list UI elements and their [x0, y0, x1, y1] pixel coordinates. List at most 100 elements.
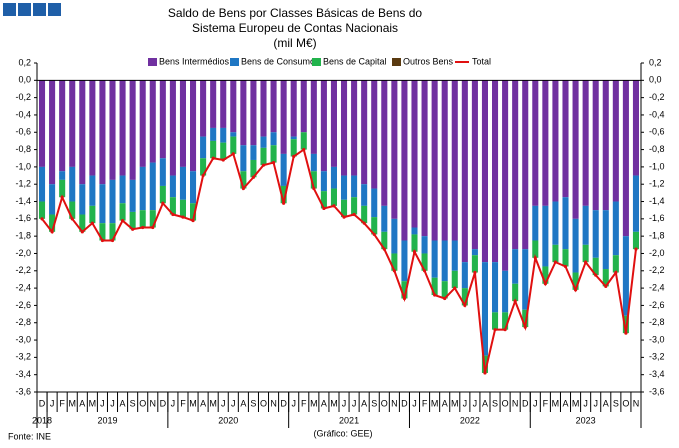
x-tick-label: J — [291, 398, 296, 408]
bar-segment — [210, 80, 217, 128]
x-tick-label: D — [401, 398, 408, 408]
bar-segment — [79, 214, 86, 232]
bar-segment — [431, 80, 438, 241]
bar-segment — [169, 80, 176, 176]
total-point — [412, 250, 417, 254]
bar-segment — [572, 218, 579, 273]
bar-segment — [471, 249, 478, 256]
bar-segment — [200, 158, 207, 176]
x-tick-label: M — [552, 398, 560, 408]
bar-segment — [351, 197, 358, 215]
bar-segment — [89, 205, 96, 224]
bar-segment — [502, 270, 509, 313]
total-point — [443, 296, 447, 301]
bar-segment — [139, 166, 146, 211]
bar-segment — [270, 80, 277, 133]
bar-segment — [411, 227, 418, 235]
total-point — [372, 232, 376, 237]
logo-square — [3, 3, 16, 16]
bar-segment — [69, 201, 76, 219]
bar-segment — [39, 166, 46, 202]
bar-segment — [79, 184, 86, 215]
total-point — [40, 217, 44, 221]
bar-segment — [210, 127, 217, 141]
x-tick-label: A — [200, 398, 206, 408]
total-point — [332, 204, 336, 208]
x-tick-label: A — [482, 398, 488, 408]
bar-segment — [250, 145, 257, 160]
total-point — [584, 260, 588, 264]
bar-segment — [129, 211, 136, 230]
total-point — [382, 247, 386, 251]
bar-segment — [69, 80, 76, 167]
bar-segment — [461, 80, 468, 263]
unit-label: (mil M€) — [273, 36, 316, 50]
bar-segment — [492, 262, 499, 313]
x-tick-label: J — [110, 398, 115, 408]
bar-segment — [622, 80, 629, 237]
bar-segment — [441, 240, 448, 282]
x-tick-label: M — [330, 398, 338, 408]
bar-segment — [632, 175, 639, 232]
total-point — [433, 293, 437, 297]
y-tick-label: -1,6 — [15, 213, 31, 223]
bar-segment — [361, 205, 368, 224]
bar-segment — [431, 240, 438, 278]
y2-tick-label: -1,0 — [649, 161, 665, 171]
logo-square — [18, 3, 31, 16]
total-point — [453, 286, 457, 290]
y2-tick-label: -3,0 — [649, 334, 665, 344]
bar-segment — [451, 80, 458, 241]
total-point — [70, 217, 74, 221]
bar-segment — [320, 191, 327, 209]
x-year-label: 2022 — [460, 415, 480, 425]
bar-segment — [109, 179, 116, 224]
total-point — [261, 163, 266, 167]
bar-segment — [572, 272, 579, 290]
legend-label: Bens de Consumo — [241, 56, 315, 66]
bar-segment — [109, 80, 116, 180]
bar-segment — [240, 171, 247, 189]
source: Fonte: INE — [8, 431, 51, 441]
bar-segment — [159, 158, 166, 186]
total-point — [624, 331, 628, 335]
x-tick-label: M — [189, 398, 197, 408]
x-tick-label: N — [150, 398, 157, 408]
bar-segment — [602, 80, 609, 211]
total-point — [563, 264, 568, 269]
y-tick-label: -0,2 — [15, 92, 31, 102]
y2-tick-label: -1,6 — [649, 213, 665, 223]
bar-segment — [471, 255, 478, 273]
bar-segment — [49, 184, 56, 215]
bar-segment — [39, 201, 46, 219]
total-point — [533, 256, 537, 260]
y-tick-label: 0,0 — [18, 75, 31, 85]
bar-segment — [169, 197, 176, 215]
total-point — [392, 269, 396, 273]
total-point — [171, 212, 175, 217]
x-tick-label: J — [50, 398, 55, 408]
y-tick-label: -3,2 — [15, 352, 31, 362]
total-point — [221, 158, 225, 162]
bar-segment — [250, 80, 257, 146]
y2-tick-label: -2,4 — [649, 282, 665, 292]
bar-segment — [512, 80, 519, 250]
x-year-label: 2018 — [32, 415, 52, 425]
bar-segment — [230, 136, 237, 154]
bar-segment — [582, 80, 589, 206]
y2-tick-label: -2,6 — [649, 300, 665, 310]
bar-segment — [290, 80, 297, 137]
bar-segment — [89, 175, 96, 206]
total-point — [594, 273, 598, 277]
bar-segment — [552, 244, 559, 263]
total-point — [181, 215, 185, 219]
x-tick-label: O — [381, 398, 388, 408]
bar-segment — [351, 175, 358, 198]
y-tick-label: 0,2 — [18, 57, 31, 67]
bar-segment — [371, 217, 378, 235]
x-tick-label: M — [431, 398, 439, 408]
bar-segment — [119, 203, 126, 221]
x-tick-label: F — [180, 398, 186, 408]
bar-segment — [592, 80, 599, 211]
bar-segment — [59, 80, 66, 172]
